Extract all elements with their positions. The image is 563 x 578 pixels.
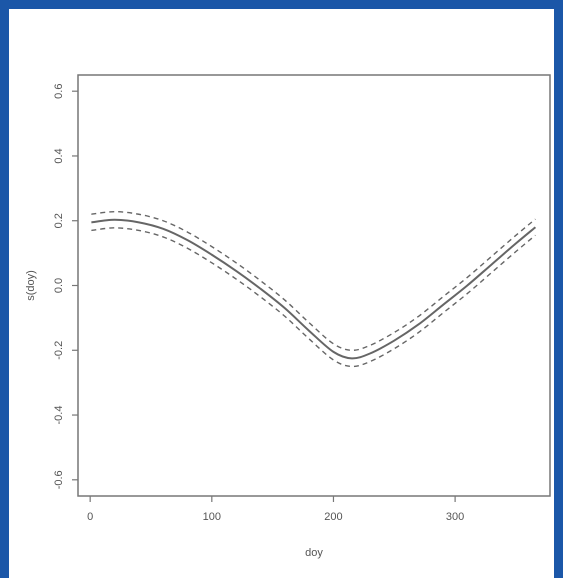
plot-frame (77, 74, 551, 497)
x-axis-title: doy (305, 547, 323, 559)
chart-panel: 0 100 200 300 -0.6 -0.4 -0.2 0.0 0.2 0.4 0.6 doy s(d… (9, 9, 554, 578)
y-tick-label: 0.4 (53, 148, 65, 163)
y-tick-label: 0.0 (53, 278, 65, 293)
x-tick-label: 100 (203, 511, 221, 523)
confidence-band-line (91, 210, 536, 351)
chart-svg: 0 100 200 300 -0.6 -0.4 -0.2 0.0 0.2 0.4 0.6 doy s(d… (25, 74, 551, 559)
smooth-estimate-line (91, 218, 537, 360)
confidence-band-line (91, 227, 536, 368)
y-tick-label: 0.2 (53, 213, 65, 228)
y-tick-label: -0.6 (53, 470, 65, 489)
y-tick-label: -0.2 (53, 341, 65, 360)
y-axis-title: s(doy) (25, 270, 37, 301)
x-tick-label: 200 (324, 511, 342, 523)
y-tick-label: -0.4 (53, 406, 65, 425)
x-tick-label: 300 (446, 511, 464, 523)
y-tick-label: 0.6 (53, 84, 65, 99)
x-tick-label: 0 (87, 511, 93, 523)
